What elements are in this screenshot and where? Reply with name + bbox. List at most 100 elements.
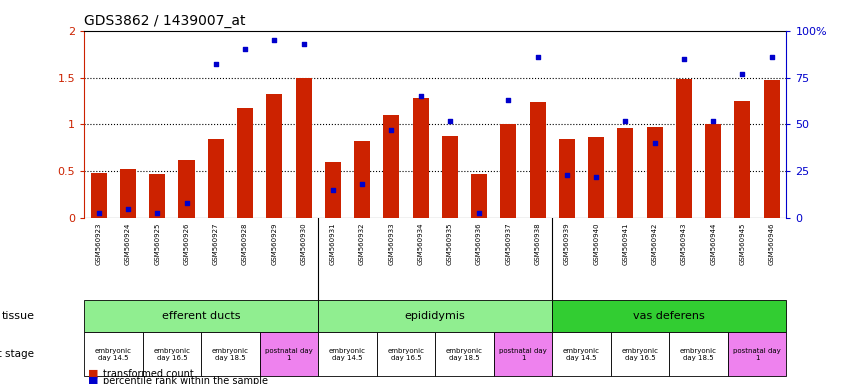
Bar	[669, 333, 727, 376]
Bar	[84, 300, 318, 333]
Bar	[91, 173, 107, 218]
Bar	[676, 79, 692, 218]
Bar	[764, 80, 780, 218]
Text: embryonic
day 18.5: embryonic day 18.5	[446, 348, 483, 361]
Point	[706, 118, 720, 124]
Point	[677, 56, 690, 62]
Text: embryonic
day 14.5: embryonic day 14.5	[563, 348, 600, 361]
Point	[560, 172, 574, 178]
Text: GSM560931: GSM560931	[330, 222, 336, 265]
Bar	[436, 333, 494, 376]
Text: GDS3862 / 1439007_at: GDS3862 / 1439007_at	[84, 14, 246, 28]
Bar	[727, 333, 786, 376]
Bar	[588, 137, 604, 218]
Text: GSM560924: GSM560924	[125, 222, 131, 265]
Bar	[611, 333, 669, 376]
Point	[297, 41, 310, 47]
Point	[384, 127, 398, 133]
Text: GSM560940: GSM560940	[593, 222, 599, 265]
Point	[414, 93, 427, 99]
Bar	[178, 160, 194, 218]
Text: GSM560932: GSM560932	[359, 222, 365, 265]
Point	[209, 61, 223, 68]
Point	[501, 97, 515, 103]
Text: GSM560926: GSM560926	[183, 222, 189, 265]
Point	[238, 46, 251, 53]
Text: postnatal day
1: postnatal day 1	[499, 348, 547, 361]
Bar	[471, 174, 487, 218]
Bar	[377, 333, 436, 376]
Point	[121, 206, 135, 212]
Text: ■: ■	[88, 369, 98, 379]
Text: GSM560935: GSM560935	[447, 222, 452, 265]
Text: tissue: tissue	[2, 311, 34, 321]
Bar	[553, 300, 786, 333]
Bar	[84, 333, 143, 376]
Bar	[705, 124, 722, 218]
Point	[180, 200, 193, 206]
Point	[443, 118, 457, 124]
Point	[590, 174, 603, 180]
Text: efferent ducts: efferent ducts	[161, 311, 241, 321]
Bar	[143, 333, 201, 376]
Text: GSM560945: GSM560945	[739, 222, 745, 265]
Point	[151, 209, 164, 215]
Text: GSM560941: GSM560941	[622, 222, 628, 265]
Bar	[237, 108, 253, 218]
Point	[326, 187, 340, 193]
Bar	[354, 141, 370, 218]
Bar	[494, 333, 553, 376]
Text: GSM560944: GSM560944	[710, 222, 717, 265]
Text: GSM560929: GSM560929	[272, 222, 278, 265]
Point	[648, 140, 661, 146]
Text: percentile rank within the sample: percentile rank within the sample	[103, 376, 268, 384]
Text: embryonic
day 16.5: embryonic day 16.5	[388, 348, 425, 361]
Bar	[383, 115, 399, 218]
Bar	[647, 127, 663, 218]
Text: ■: ■	[88, 376, 98, 384]
Text: GSM560938: GSM560938	[535, 222, 541, 265]
Bar	[442, 136, 458, 218]
Text: transformed count: transformed count	[103, 369, 194, 379]
Text: postnatal day
1: postnatal day 1	[265, 348, 313, 361]
Text: GSM560936: GSM560936	[476, 222, 482, 265]
Text: GSM560946: GSM560946	[769, 222, 775, 265]
Text: GSM560939: GSM560939	[563, 222, 570, 265]
Bar	[500, 124, 516, 218]
Point	[619, 118, 632, 124]
Text: vas deferens: vas deferens	[633, 311, 705, 321]
Text: GSM560943: GSM560943	[681, 222, 687, 265]
Text: embryonic
day 14.5: embryonic day 14.5	[95, 348, 132, 361]
Text: GSM560925: GSM560925	[154, 222, 161, 265]
Text: GSM560928: GSM560928	[242, 222, 248, 265]
Point	[765, 54, 779, 60]
Text: GSM560942: GSM560942	[652, 222, 658, 265]
Text: postnatal day
1: postnatal day 1	[733, 348, 781, 361]
Bar	[208, 139, 224, 218]
Point	[473, 209, 486, 215]
Text: GSM560933: GSM560933	[389, 222, 394, 265]
Text: embryonic
day 18.5: embryonic day 18.5	[680, 348, 717, 361]
Bar	[318, 300, 553, 333]
Point	[356, 181, 369, 187]
Text: embryonic
day 18.5: embryonic day 18.5	[212, 348, 249, 361]
Bar	[530, 102, 546, 218]
Bar	[149, 174, 166, 218]
Text: epididymis: epididymis	[405, 311, 466, 321]
Text: development stage: development stage	[0, 349, 34, 359]
Text: embryonic
day 14.5: embryonic day 14.5	[329, 348, 366, 361]
Bar	[558, 139, 575, 218]
Point	[92, 209, 105, 215]
Bar	[120, 169, 136, 218]
Bar	[260, 333, 318, 376]
Text: GSM560930: GSM560930	[300, 222, 307, 265]
Text: GSM560923: GSM560923	[96, 222, 102, 265]
Text: GSM560927: GSM560927	[213, 222, 219, 265]
Text: embryonic
day 16.5: embryonic day 16.5	[153, 348, 190, 361]
Bar	[734, 101, 750, 218]
Bar	[318, 333, 377, 376]
Bar	[295, 78, 312, 218]
Point	[531, 54, 544, 60]
Bar	[267, 94, 283, 218]
Bar	[617, 128, 633, 218]
